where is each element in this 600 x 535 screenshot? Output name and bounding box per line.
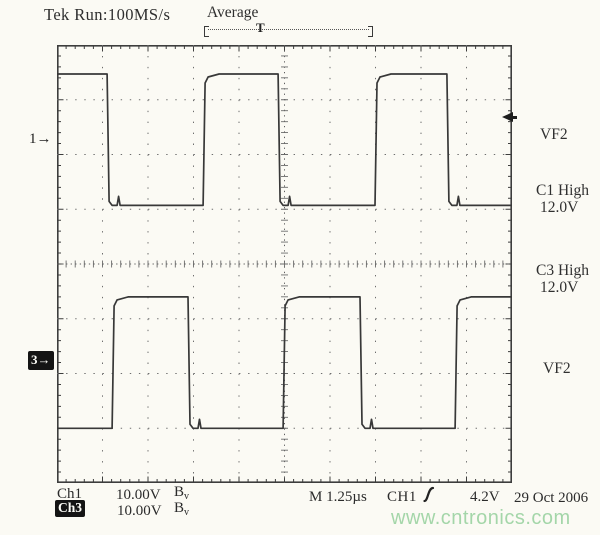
- trigger-level-arrow-icon: [502, 112, 517, 122]
- ch3-bandwidth-indicator: Bv: [174, 500, 190, 518]
- run-status: Tek Run:100MS/s: [44, 5, 171, 24]
- ch3-readout-label: Ch3: [55, 500, 86, 517]
- bracket-left-end: [204, 26, 209, 37]
- timebase-readout: M 1.25µs: [309, 489, 367, 505]
- ch1-bandwidth-indicator: Bv: [174, 484, 190, 502]
- ch1-ground-marker: 1→: [29, 131, 52, 147]
- waveform-trace-ch1: [57, 73, 512, 207]
- bracket-dotted-line: [208, 29, 369, 31]
- trigger-level-readout: 4.2V: [470, 489, 500, 505]
- bw-letter: B: [174, 484, 185, 500]
- measurement-c3-high-label: C3 High: [536, 262, 589, 279]
- trigger-position-bracket: T: [204, 21, 373, 37]
- arrow-tail: [513, 115, 517, 119]
- ch1-scale: 10.00V: [116, 487, 161, 503]
- graticule-display: [57, 45, 512, 483]
- measurement-c1-high-value: 12.0V: [540, 199, 579, 216]
- watermark: www.cntronics.com: [391, 507, 571, 529]
- bracket-right-end: [368, 26, 373, 37]
- arrow-head: [502, 112, 513, 122]
- label-vf2-bottom: VF2: [543, 360, 571, 377]
- rising-edge-trigger-icon: [423, 486, 435, 503]
- date-readout: 29 Oct 2006: [514, 490, 589, 506]
- measurement-c1-high-label: C1 High: [536, 182, 589, 199]
- label-vf2-top: VF2: [540, 126, 568, 143]
- measurement-c3-high-value: 12.0V: [540, 279, 579, 296]
- acquisition-mode: Average: [207, 4, 259, 21]
- ch1-readout-label: Ch1: [57, 486, 83, 502]
- trigger-position-marker: T: [256, 20, 265, 35]
- bw-subscript: v: [184, 491, 190, 502]
- waveform-trace-ch3: [57, 296, 512, 430]
- ch3-scale: 10.00V: [117, 503, 162, 519]
- trigger-source-readout: CH1: [387, 489, 417, 505]
- bw-letter: B: [174, 500, 185, 516]
- bw-subscript: v: [184, 507, 190, 518]
- ch3-ground-marker: 3→: [28, 351, 54, 370]
